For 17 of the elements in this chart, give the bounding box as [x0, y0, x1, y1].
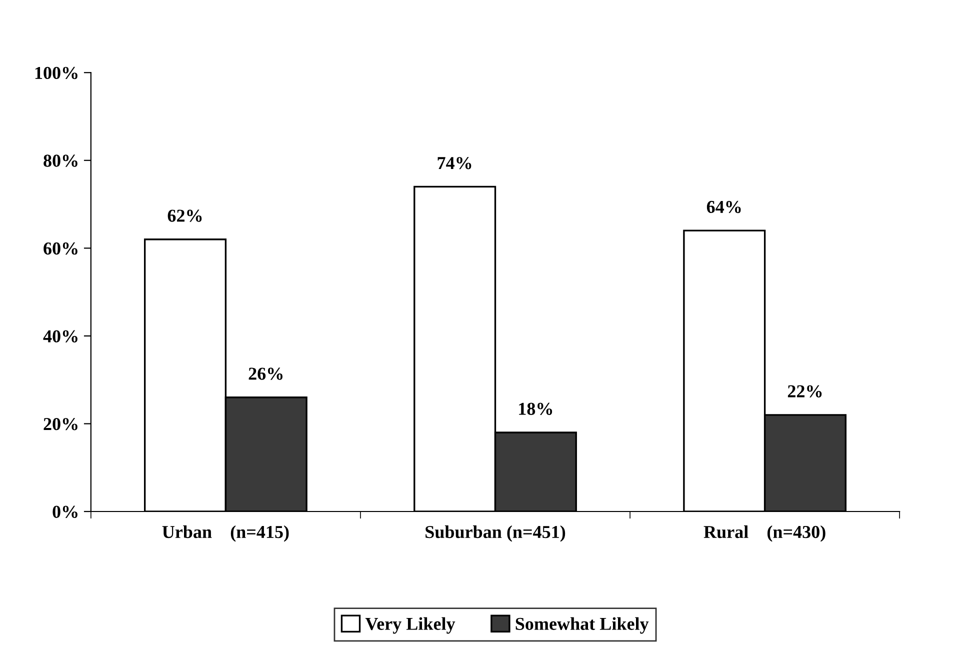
- y-tick-label: 20%: [44, 418, 78, 430]
- legend-label: Very Likely: [365, 617, 456, 634]
- data-label: 62%: [168, 210, 202, 222]
- legend-label: Somewhat Likely: [516, 617, 649, 634]
- x-tick-label: Suburban (n=451): [426, 525, 566, 542]
- y-tick-label: 80%: [44, 154, 78, 167]
- y-tick-label: 100%: [35, 66, 78, 80]
- y-tick-label: 60%: [44, 242, 78, 255]
- data-label: 26%: [248, 368, 282, 380]
- x-tick-label: Urban (n=415): [162, 525, 289, 542]
- data-label: 22%: [788, 385, 822, 398]
- data-label: 18%: [519, 402, 552, 415]
- y-tick-label: 40%: [43, 330, 78, 342]
- y-tick-label: 0%: [52, 506, 78, 518]
- data-label: 64%: [706, 200, 741, 214]
- x-tick-label: Rural (n=430): [704, 525, 826, 542]
- data-label: 74%: [438, 156, 472, 170]
